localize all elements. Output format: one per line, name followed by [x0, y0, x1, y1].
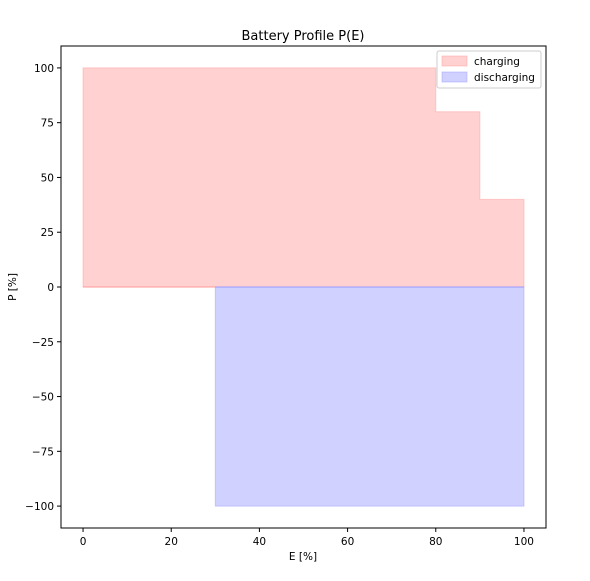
chart-title: Battery Profile P(E): [242, 29, 365, 44]
y-tick-label: 0: [47, 282, 54, 294]
y-tick-label: −50: [32, 392, 54, 404]
y-tick-label: 75: [41, 118, 54, 130]
x-axis: 0 20 40 60 80 100: [80, 528, 534, 548]
legend-swatch-discharging: [441, 71, 468, 83]
y-tick-label: 100: [34, 63, 54, 75]
x-tick-label: 80: [429, 536, 442, 548]
y-axis: 100 75 50 25 0 −25 −50 −75 −100: [25, 63, 61, 513]
x-tick-label: 0: [80, 536, 87, 548]
x-axis-label: E [%]: [289, 551, 317, 563]
legend-label-charging: charging: [474, 56, 520, 68]
area-discharging: [214, 286, 525, 507]
x-tick-label: 60: [341, 536, 354, 548]
area-charging: [82, 67, 525, 288]
x-tick-label: 20: [165, 536, 178, 548]
legend-label-discharging: discharging: [474, 72, 535, 84]
legend-swatch-charging: [441, 55, 468, 67]
x-tick-label: 100: [514, 536, 534, 548]
y-tick-label: −100: [25, 501, 54, 513]
x-tick-label: 40: [253, 536, 266, 548]
y-tick-label: −25: [32, 337, 54, 349]
legend-box: [436, 50, 542, 89]
legend: charging discharging: [436, 50, 542, 89]
y-tick-label: 50: [41, 172, 54, 184]
plot-areas: [82, 67, 525, 507]
y-tick-label: −75: [32, 446, 54, 458]
y-tick-label: 25: [41, 227, 54, 239]
y-axis-label: P [%]: [7, 273, 19, 301]
